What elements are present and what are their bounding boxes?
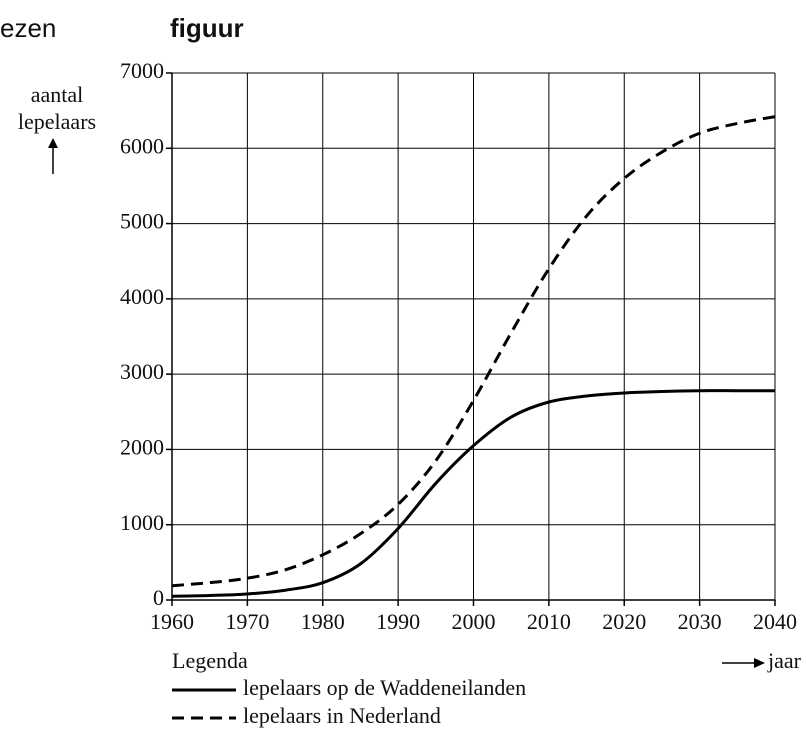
x-tick-label: 2040 (753, 609, 797, 634)
legend-title: Legenda (172, 648, 248, 673)
series-line (171, 389, 775, 598)
x-axis-label: jaar (767, 648, 802, 673)
x-tick-label: 1980 (301, 609, 345, 634)
x-tick-label: 2030 (678, 609, 722, 634)
y-axis-arrowhead (48, 138, 58, 148)
x-tick-label: 2000 (452, 609, 496, 634)
x-axis-arrowhead (754, 658, 765, 668)
y-axis-label: aantal (31, 82, 84, 107)
cut-off-text: ezen (0, 13, 56, 43)
y-axis-label: lepelaars (18, 109, 96, 134)
x-tick-label: 1970 (225, 609, 269, 634)
legend-label: lepelaars op de Waddeneilanden (243, 675, 526, 700)
x-tick-label: 1960 (150, 609, 194, 634)
y-tick-label: 1000 (120, 510, 164, 535)
legend-label: lepelaars in Nederland (243, 703, 441, 728)
y-tick-label: 3000 (120, 359, 164, 384)
series-line (171, 115, 776, 588)
figure-title: figuur (170, 13, 244, 43)
y-tick-label: 2000 (120, 434, 164, 459)
y-tick-label: 4000 (120, 284, 164, 309)
x-tick-label: 1990 (376, 609, 420, 634)
y-tick-label: 0 (153, 585, 164, 610)
y-tick-label: 6000 (120, 133, 164, 158)
x-tick-label: 2010 (527, 609, 571, 634)
y-tick-label: 5000 (120, 209, 164, 234)
x-tick-label: 2020 (602, 609, 646, 634)
y-tick-label: 7000 (120, 58, 164, 83)
